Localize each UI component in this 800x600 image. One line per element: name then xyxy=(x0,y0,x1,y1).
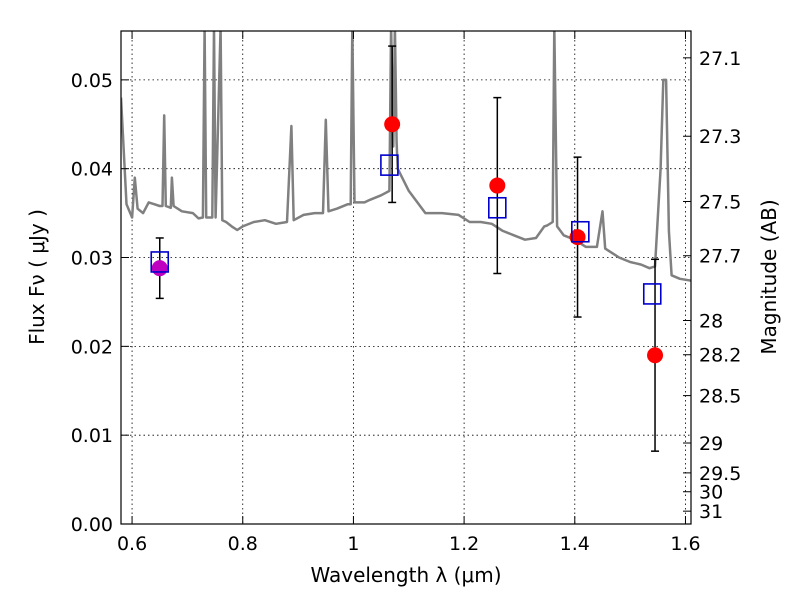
y-tick-label: 0.02 xyxy=(71,336,113,358)
model-point xyxy=(571,220,590,243)
y2-axis-label: Magnitude (AB) xyxy=(757,199,781,354)
x-tick-label: 1.4 xyxy=(560,533,590,555)
y2-tick-label: 29.5 xyxy=(699,463,741,485)
y2-tick-label: 27.1 xyxy=(699,48,741,70)
y-tick-label: 0.03 xyxy=(71,248,113,270)
y-tick-label: 0.01 xyxy=(71,425,113,447)
observed-point xyxy=(647,347,664,364)
model-point xyxy=(150,251,170,273)
model-point xyxy=(488,196,507,219)
x-tick-label: 1.2 xyxy=(449,533,479,555)
y-axis-label: Flux Fν ( μJy ) xyxy=(25,209,49,345)
plot-frame xyxy=(120,30,692,525)
y2-tick-label: 28.2 xyxy=(699,345,741,367)
y2-tick-label: 31 xyxy=(699,501,723,523)
x-tick-label: 1 xyxy=(347,533,359,555)
spectrum-line xyxy=(121,31,691,282)
observed-point xyxy=(384,116,401,133)
x-axis-label: Wavelength λ (μm) xyxy=(310,563,501,587)
y2-tick-label: 27.5 xyxy=(699,191,741,213)
y-tick-label: 0.04 xyxy=(71,159,113,181)
y2-tick-label: 27.3 xyxy=(699,126,741,148)
y2-tick-label: 27.7 xyxy=(699,246,741,268)
y2-tick-label: 28.5 xyxy=(699,386,741,408)
y2-tick-label: 29 xyxy=(699,433,723,455)
x-tick-label: 0.6 xyxy=(117,533,147,555)
observed-point xyxy=(151,260,168,277)
y2-tick-label: 30 xyxy=(699,482,723,504)
observed-point xyxy=(489,177,506,194)
y-tick-label: 0.05 xyxy=(71,70,113,92)
y-tick-label: 0.00 xyxy=(71,514,113,536)
x-tick-label: 0.8 xyxy=(228,533,258,555)
y2-tick-label: 28 xyxy=(699,311,723,333)
model-point xyxy=(380,154,399,176)
axis-ticks: 0.6 0.8 1 1.2 1.4 1.6 0.00 0.01 0.02 0.03 0.04 0.05… xyxy=(71,31,741,555)
data-marks xyxy=(150,45,664,452)
model-point xyxy=(642,283,662,305)
x-tick-label: 1.6 xyxy=(670,533,700,555)
